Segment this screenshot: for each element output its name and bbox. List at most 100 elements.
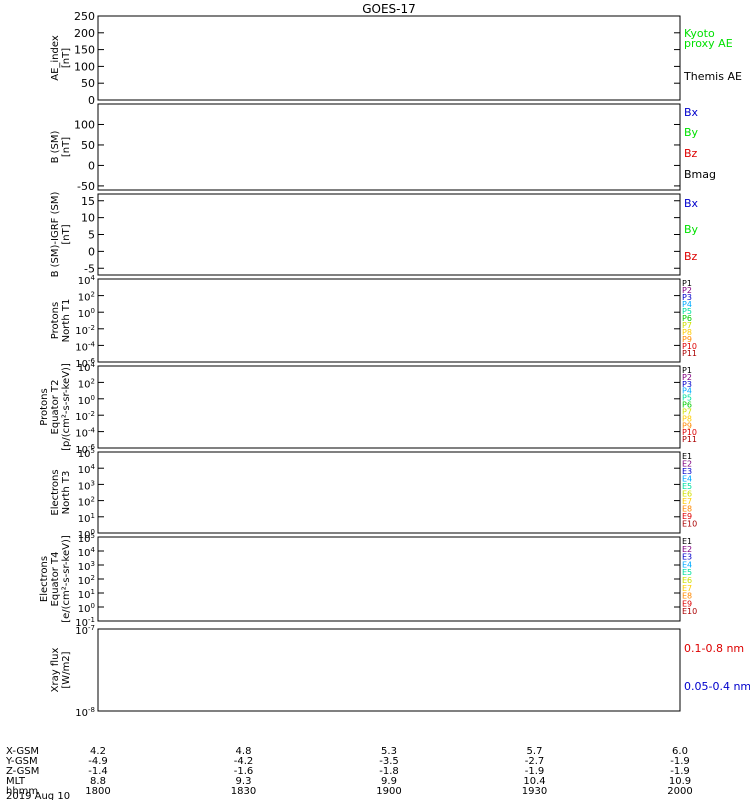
y-axis-label: AE_index xyxy=(50,35,61,81)
legend-label: Kyoto xyxy=(684,27,715,40)
legend-label: 0.05-0.4 nm xyxy=(684,680,750,693)
legend-label: P10 xyxy=(682,428,697,437)
y-tick-label: 101 xyxy=(78,512,95,525)
legend-label: P8 xyxy=(682,414,692,423)
y-tick-label: 10-2 xyxy=(75,410,95,423)
y-tick-label: -50 xyxy=(77,180,95,193)
legend-label: E6 xyxy=(682,576,692,585)
y-axis-label: [nT] xyxy=(61,224,72,244)
y-tick-label: 50 xyxy=(81,139,95,152)
panel-frame xyxy=(97,193,681,276)
x-tick-value: 5.3 xyxy=(381,746,397,757)
x-tick-value: -1.4 xyxy=(88,766,108,777)
x-tick-value: 8.8 xyxy=(90,776,106,787)
x-tick-value: 5.7 xyxy=(527,746,543,757)
x-tick-value: 4.8 xyxy=(236,746,252,757)
y-tick-label: 104 xyxy=(78,463,96,476)
x-tick-value: -1.9 xyxy=(525,766,545,777)
y-tick-label: 15 xyxy=(81,195,95,208)
y-tick-label: 105 xyxy=(78,532,95,545)
x-tick-value: 1930 xyxy=(522,786,547,797)
x-tick-value: 4.2 xyxy=(90,746,106,757)
legend-label: P9 xyxy=(682,335,692,344)
legend-label: P6 xyxy=(682,401,692,410)
y-tick-label: 10-7 xyxy=(75,624,95,637)
y-axis-label: Electrons xyxy=(39,556,50,602)
y-tick-label: 105 xyxy=(78,447,95,460)
x-tick-value: 10.9 xyxy=(669,776,691,787)
y-tick-label: 10-1 xyxy=(75,616,95,629)
legend-label: P9 xyxy=(682,421,692,430)
y-tick-label: 102 xyxy=(78,377,95,390)
legend-label: P2 xyxy=(682,286,692,295)
y-tick-label: 101 xyxy=(78,588,95,601)
y-tick-label: 100 xyxy=(78,528,95,541)
y-tick-label: 10-4 xyxy=(75,340,95,353)
legend-label: E7 xyxy=(682,584,692,593)
legend-label: P10 xyxy=(682,342,697,351)
y-tick-label: 100 xyxy=(78,307,95,320)
y-tick-label: 10-2 xyxy=(75,324,95,337)
y-axis-label: [nT] xyxy=(61,137,72,157)
legend-label: E2 xyxy=(682,545,692,554)
y-tick-label: 10-6 xyxy=(75,357,95,370)
x-tick-value: -1.8 xyxy=(379,766,399,777)
legend-label: P4 xyxy=(682,387,692,396)
y-tick-label: 5 xyxy=(88,229,95,242)
legend-label: Themis AE xyxy=(683,70,742,83)
legend-label: E4 xyxy=(682,560,692,569)
x-row-label: Y-GSM xyxy=(5,756,38,767)
legend-label: E5 xyxy=(682,568,692,577)
legend-label: P6 xyxy=(682,314,692,323)
y-tick-label: 103 xyxy=(78,479,95,492)
legend-label: Bz xyxy=(684,147,698,160)
legend-label: E8 xyxy=(682,505,692,514)
y-tick-label: 0 xyxy=(88,245,95,258)
y-axis-label: Xray flux xyxy=(50,648,61,693)
legend-label: Bx xyxy=(684,197,699,210)
legend-label: P7 xyxy=(682,407,692,416)
legend-label: P5 xyxy=(682,307,692,316)
x-tick-value: 1800 xyxy=(85,786,110,797)
y-axis-label: [nT] xyxy=(61,48,72,68)
y-tick-label: 200 xyxy=(74,27,95,40)
y-tick-label: 10 xyxy=(81,212,95,225)
panel-frame xyxy=(97,365,681,449)
y-axis-label: [p/(cm²-s-sr-keV)] xyxy=(61,363,72,451)
panel-8: 10-7 10-8 Xray flux [W/m2] 0.1-0.8 nm 0.05-0.… xyxy=(50,624,750,719)
x-tick-value: -1.6 xyxy=(234,766,254,777)
y-axis-label: B (SM)-IGRF (SM) xyxy=(50,192,61,278)
x-row-label: hhmm xyxy=(6,786,38,797)
legend-label: E9 xyxy=(682,599,692,608)
legend-label: P3 xyxy=(682,380,692,389)
y-tick-label: 10-8 xyxy=(75,706,95,719)
x-tick-value: 2000 xyxy=(667,786,692,797)
legend-label: E10 xyxy=(682,520,697,529)
y-tick-label: 100 xyxy=(78,602,95,615)
x-tick-value: -4.9 xyxy=(88,756,108,767)
panel-frame xyxy=(97,15,681,101)
legend-label: Bmag xyxy=(684,168,716,181)
y-tick-label: 104 xyxy=(78,361,96,374)
y-tick-label: 10-6 xyxy=(75,443,95,456)
legend-label: P2 xyxy=(682,373,692,382)
y-axis-label: Equator T2 xyxy=(50,380,61,435)
y-tick-label: 100 xyxy=(78,394,95,407)
legend-label: E6 xyxy=(682,490,692,499)
y-tick-label: 100 xyxy=(74,118,95,131)
y-axis-label: Protons xyxy=(39,388,50,425)
y-tick-label: 104 xyxy=(78,274,96,287)
legend-label: By xyxy=(684,126,699,139)
x-row-label: Z-GSM xyxy=(6,766,39,777)
y-tick-label: 103 xyxy=(78,560,95,573)
y-tick-label: 50 xyxy=(81,77,95,90)
legend-label: P7 xyxy=(682,321,692,330)
legend-label: Bz xyxy=(684,250,698,263)
y-axis-label: [e/(cm²-s-sr-keV)] xyxy=(61,535,72,623)
legend-label: E3 xyxy=(682,467,692,476)
legend-label: P11 xyxy=(682,349,697,358)
legend-label: E1 xyxy=(682,452,692,461)
